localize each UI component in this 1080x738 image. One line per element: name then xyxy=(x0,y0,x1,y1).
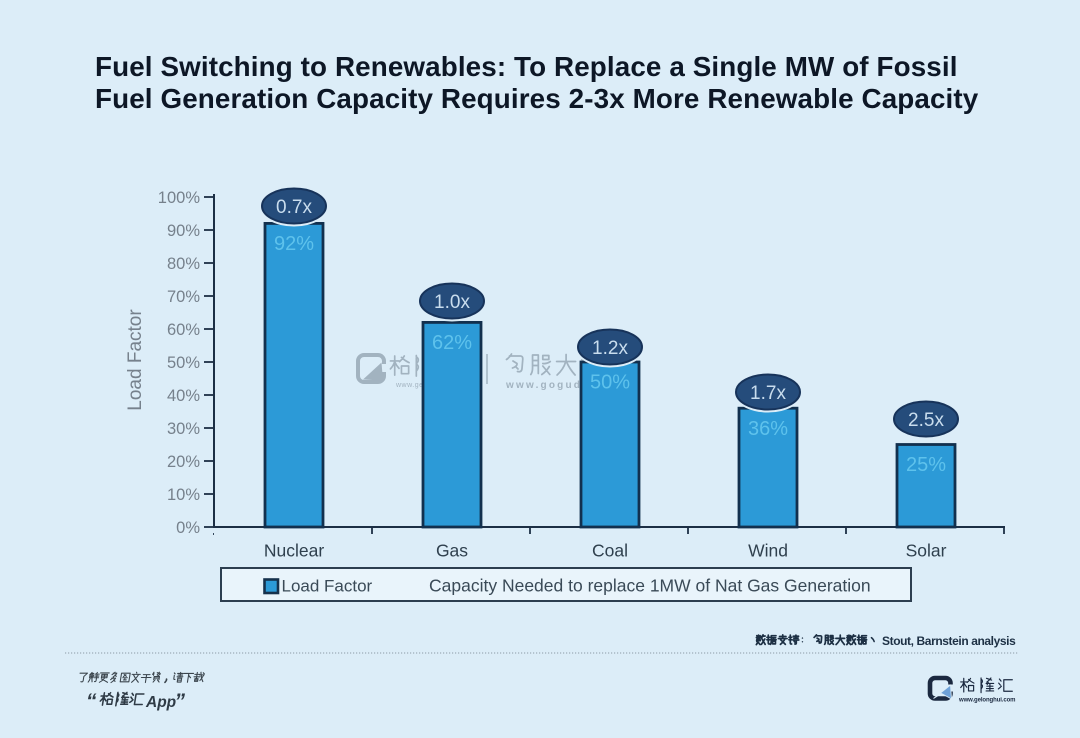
svg-text:20%: 20% xyxy=(167,453,200,471)
svg-text:App: App xyxy=(145,694,176,711)
svg-text:www.gelonghui.com: www.gelonghui.com xyxy=(958,698,1015,704)
svg-text:Coal: Coal xyxy=(592,541,628,561)
svg-text:80%: 80% xyxy=(167,255,200,273)
svg-text:2.5x: 2.5x xyxy=(908,410,944,431)
svg-text:Load Factor: Load Factor xyxy=(282,577,373,596)
svg-text:Wind: Wind xyxy=(748,541,788,561)
svg-text:“: “ xyxy=(86,690,97,713)
svg-text:90%: 90% xyxy=(167,222,200,240)
svg-text:1.2x: 1.2x xyxy=(592,338,628,359)
svg-text:10%: 10% xyxy=(167,486,200,504)
svg-text:Capacity Needed to replace 1MW: Capacity Needed to replace 1MW of Nat Ga… xyxy=(429,576,871,596)
svg-text:40%: 40% xyxy=(167,387,200,405)
svg-text:100%: 100% xyxy=(158,189,201,207)
svg-text:Fuel Switching to Renewables:: Fuel Switching to Renewables: To Replace… xyxy=(95,51,958,82)
svg-text:60%: 60% xyxy=(167,321,200,339)
svg-text:Gas: Gas xyxy=(436,541,468,561)
svg-text:1.7x: 1.7x xyxy=(750,383,786,404)
svg-text:www.gogudata.com: www.gogudata.com xyxy=(505,380,635,391)
svg-text:70%: 70% xyxy=(167,288,200,306)
svg-text:Load Factor: Load Factor xyxy=(125,309,146,411)
svg-text:25%: 25% xyxy=(906,454,946,476)
svg-text:0.7x: 0.7x xyxy=(276,197,312,218)
svg-text:30%: 30% xyxy=(167,420,200,438)
svg-text:92%: 92% xyxy=(274,233,314,255)
svg-text:0%: 0% xyxy=(176,519,200,537)
svg-text:Solar: Solar xyxy=(906,541,947,561)
svg-text:50%: 50% xyxy=(590,372,630,394)
svg-text:1.0x: 1.0x xyxy=(434,292,470,313)
svg-text:Fuel Generation Capacity Requi: Fuel Generation Capacity Requires 2-3x M… xyxy=(95,83,979,114)
svg-text:50%: 50% xyxy=(167,354,200,372)
svg-text:Stout, Barnstein analysis: Stout, Barnstein analysis xyxy=(882,634,1016,648)
svg-text:36%: 36% xyxy=(748,418,788,440)
svg-text:62%: 62% xyxy=(432,332,472,354)
svg-text:Nuclear: Nuclear xyxy=(264,541,324,561)
svg-text:”: ” xyxy=(175,690,186,713)
